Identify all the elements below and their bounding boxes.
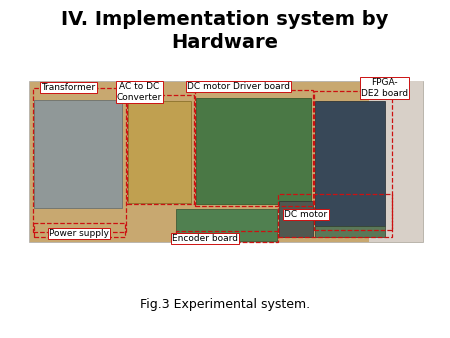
Text: DC motor Driver board: DC motor Driver board (187, 82, 290, 91)
Text: Power supply: Power supply (49, 229, 109, 238)
Bar (34, 100, 122, 208)
Text: DC motor: DC motor (284, 210, 328, 219)
Bar (279, 201, 313, 237)
Text: Encoder board: Encoder board (172, 234, 238, 243)
Bar (128, 101, 191, 203)
Bar (176, 231, 278, 242)
Bar (195, 90, 313, 206)
Bar (315, 101, 385, 226)
Bar (278, 194, 392, 237)
Text: Transformer: Transformer (41, 83, 95, 92)
Text: IV. Implementation system by
Hardware: IV. Implementation system by Hardware (61, 10, 389, 52)
Text: Fig.3 Experimental system.: Fig.3 Experimental system. (140, 298, 310, 311)
Bar (34, 223, 125, 237)
Text: FPGA-
DE2 board: FPGA- DE2 board (361, 78, 408, 98)
Bar (33, 88, 126, 232)
Bar (29, 81, 423, 242)
Bar (176, 209, 277, 241)
Bar (315, 226, 385, 237)
Bar (127, 95, 194, 204)
Bar (196, 98, 310, 204)
Text: AC to DC
Converter: AC to DC Converter (117, 82, 162, 102)
Bar (369, 81, 423, 242)
Bar (314, 91, 392, 230)
